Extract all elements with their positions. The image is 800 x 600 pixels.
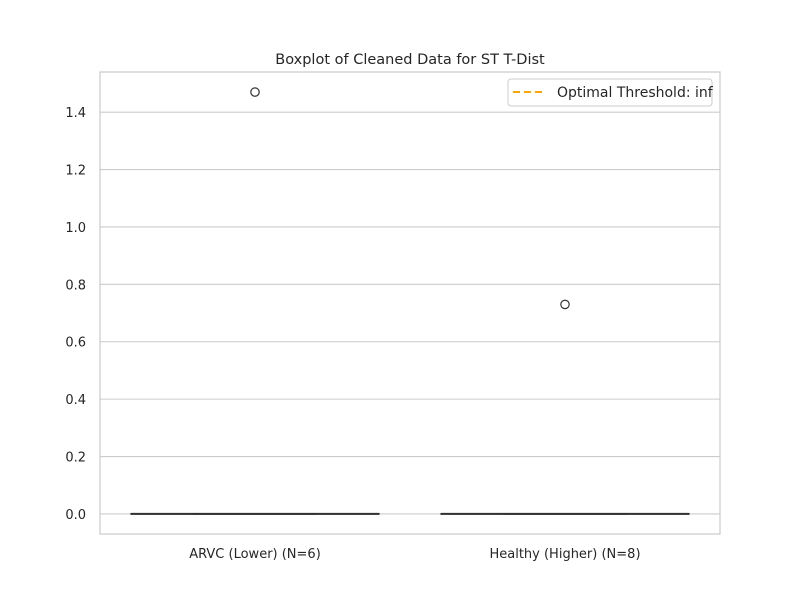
y-tick-label: 0.8 — [65, 278, 86, 293]
y-tick-label: 0.0 — [65, 508, 86, 523]
legend: Optimal Threshold: inf — [507, 78, 714, 107]
y-tick-label: 1.0 — [65, 221, 86, 236]
box-marks — [130, 87, 690, 515]
y-tick-labels: 0.0 0.2 0.4 0.6 0.8 1.0 1.2 1.4 — [65, 106, 86, 523]
y-tick-label: 1.4 — [65, 106, 86, 121]
outlier-point — [250, 87, 260, 97]
legend-box — [507, 78, 713, 107]
y-tick-label: 0.2 — [65, 451, 86, 466]
legend-label: Optimal Threshold: inf — [557, 85, 714, 101]
box-group — [130, 87, 380, 515]
y-tick-label: 0.6 — [65, 336, 86, 351]
chart-title: Boxplot of Cleaned Data for ST T-Dist — [275, 52, 545, 68]
axes-frame — [99, 71, 721, 535]
x-tick-label: ARVC (Lower) (N=6) — [189, 547, 321, 562]
outlier-point — [560, 299, 570, 310]
box-group — [440, 299, 690, 515]
x-tick-labels: ARVC (Lower) (N=6) Healthy (Higher) (N=8) — [189, 547, 640, 562]
y-tick-label: 0.4 — [65, 393, 86, 408]
x-tick-label: Healthy (Higher) (N=8) — [489, 547, 640, 562]
y-tick-label: 1.2 — [65, 164, 86, 179]
